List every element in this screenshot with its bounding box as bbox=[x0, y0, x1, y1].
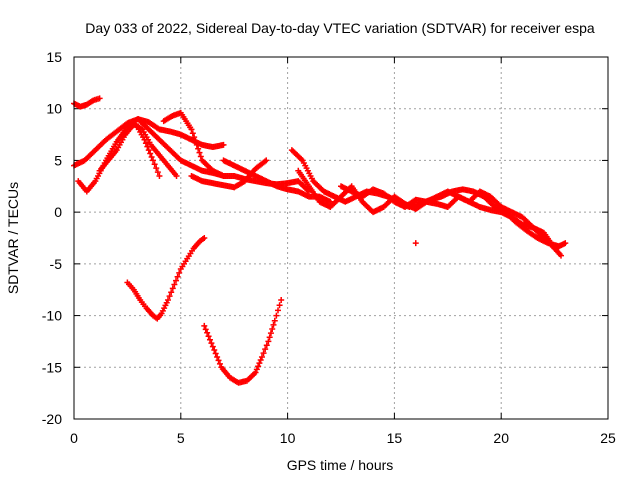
data-point bbox=[153, 165, 160, 172]
data-point bbox=[171, 281, 178, 288]
data-point bbox=[257, 357, 264, 364]
plot-frame bbox=[73, 56, 609, 420]
data-point bbox=[412, 240, 419, 247]
data-point bbox=[154, 169, 161, 176]
y-tick-label: 10 bbox=[46, 101, 62, 117]
series-track-c bbox=[96, 121, 180, 179]
series-outlier bbox=[412, 240, 419, 247]
data-point bbox=[273, 312, 280, 319]
data-point bbox=[206, 336, 213, 343]
data-point bbox=[173, 172, 180, 179]
data-point bbox=[145, 147, 152, 154]
x-tick-label: 20 bbox=[493, 430, 509, 446]
x-tick-label: 25 bbox=[600, 430, 616, 446]
data-point bbox=[216, 360, 223, 367]
data-point bbox=[147, 150, 154, 157]
data-point bbox=[262, 346, 269, 353]
data-point bbox=[150, 157, 157, 164]
data-point bbox=[191, 134, 198, 141]
data-point bbox=[151, 161, 158, 168]
data-point bbox=[211, 347, 218, 354]
data-point bbox=[266, 334, 273, 341]
x-tick-label: 0 bbox=[70, 430, 78, 446]
data-point bbox=[164, 297, 171, 304]
data-point bbox=[269, 326, 276, 333]
series-dip-2 bbox=[201, 297, 285, 386]
data-point bbox=[208, 340, 215, 347]
data-point bbox=[195, 145, 202, 152]
data-point bbox=[201, 235, 208, 241]
data-point bbox=[265, 338, 272, 345]
data-point bbox=[258, 353, 265, 360]
data-point bbox=[276, 302, 283, 309]
series-dip-1 bbox=[124, 235, 208, 322]
data-point bbox=[252, 369, 259, 376]
data-point bbox=[255, 363, 262, 370]
data-point bbox=[156, 172, 163, 179]
data-point bbox=[201, 322, 208, 329]
data-point bbox=[274, 307, 281, 314]
y-tick-label: 5 bbox=[54, 152, 62, 168]
data-point bbox=[166, 293, 173, 300]
y-axis-label: SDTVAR / TECUs bbox=[5, 182, 21, 294]
series-track-j bbox=[338, 183, 565, 259]
data-point bbox=[558, 252, 565, 259]
data-point bbox=[174, 273, 181, 280]
data-point bbox=[256, 360, 263, 367]
series-upper-left-arc bbox=[71, 95, 103, 110]
data-point bbox=[212, 350, 219, 357]
data-point bbox=[209, 343, 216, 350]
data-point bbox=[205, 333, 212, 340]
data-point bbox=[260, 350, 267, 357]
data-point bbox=[204, 329, 211, 336]
y-tick-label: 0 bbox=[54, 204, 62, 220]
data-point bbox=[215, 357, 222, 364]
data-point bbox=[189, 130, 196, 137]
x-tick-label: 5 bbox=[177, 430, 185, 446]
y-tick-label: -15 bbox=[42, 359, 62, 375]
data-point bbox=[192, 138, 199, 145]
data-point bbox=[271, 317, 278, 324]
data-point bbox=[188, 126, 195, 133]
data-point bbox=[202, 326, 209, 333]
series-track-f bbox=[188, 157, 270, 191]
data-point bbox=[562, 240, 569, 247]
data-point bbox=[197, 153, 204, 160]
series-track-e bbox=[160, 109, 227, 179]
x-tick-label: 10 bbox=[280, 430, 296, 446]
data-point bbox=[214, 353, 221, 360]
y-tick-label: -20 bbox=[42, 411, 62, 427]
data-point bbox=[220, 141, 227, 148]
grid bbox=[74, 57, 608, 419]
data-point bbox=[176, 269, 183, 276]
data-point bbox=[96, 95, 103, 102]
data-point bbox=[193, 141, 200, 148]
data-point bbox=[168, 289, 175, 296]
x-axis-label: GPS time / hours bbox=[287, 457, 394, 473]
data-point bbox=[196, 149, 203, 156]
y-tick-label: 15 bbox=[46, 49, 62, 65]
data-point bbox=[263, 157, 270, 164]
data-point bbox=[278, 297, 285, 304]
data-point bbox=[263, 342, 270, 349]
y-tick-label: -5 bbox=[50, 256, 63, 272]
data-point bbox=[142, 140, 149, 147]
data-point bbox=[267, 330, 274, 337]
chart-title: Day 033 of 2022, Sidereal Day-to-day VTE… bbox=[85, 20, 595, 36]
data-point bbox=[220, 172, 227, 179]
data-point bbox=[148, 153, 155, 160]
y-tick-label: -10 bbox=[42, 308, 62, 324]
data-points bbox=[71, 95, 569, 386]
x-tick-label: 15 bbox=[387, 430, 403, 446]
data-point bbox=[253, 366, 260, 373]
data-point bbox=[270, 321, 277, 328]
data-point bbox=[169, 285, 176, 292]
data-point bbox=[172, 277, 179, 284]
series-track-g bbox=[220, 157, 334, 205]
